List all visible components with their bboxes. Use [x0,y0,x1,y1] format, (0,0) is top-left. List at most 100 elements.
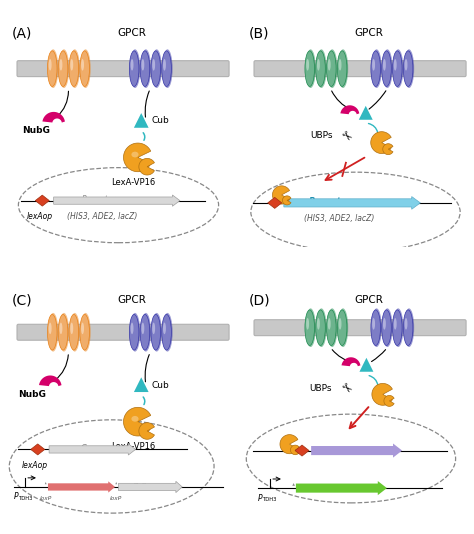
Polygon shape [384,396,394,406]
Polygon shape [340,105,359,114]
Polygon shape [273,186,290,204]
Ellipse shape [392,310,402,345]
Polygon shape [134,378,149,392]
Ellipse shape [162,49,173,88]
Ellipse shape [338,49,348,88]
Text: (HIS3, ADE2, lacZ): (HIS3, ADE2, lacZ) [304,214,375,223]
Polygon shape [45,482,46,484]
Polygon shape [291,445,300,454]
Ellipse shape [81,49,91,88]
Polygon shape [359,358,374,372]
Ellipse shape [69,315,79,350]
Ellipse shape [372,318,375,329]
Text: NubG: NubG [22,126,50,135]
FancyArrow shape [118,481,182,492]
Ellipse shape [152,49,162,88]
Ellipse shape [338,59,341,70]
Polygon shape [341,357,360,366]
Ellipse shape [305,308,316,347]
Text: Cub: Cub [152,381,169,390]
Ellipse shape [372,308,382,347]
FancyArrow shape [54,195,180,206]
Polygon shape [134,113,149,128]
Text: E2Crimson: E2Crimson [57,483,100,489]
Text: $P$: $P$ [13,490,19,501]
Text: lexAop: lexAop [21,461,47,470]
Polygon shape [42,112,65,122]
Ellipse shape [382,49,392,88]
FancyArrow shape [49,444,136,455]
Text: UBPs: UBPs [310,131,332,140]
Text: (A): (A) [11,27,32,41]
Ellipse shape [81,323,84,334]
FancyArrow shape [311,444,402,458]
Ellipse shape [327,310,336,345]
Text: UBPs: UBPs [309,384,331,392]
Ellipse shape [338,318,341,329]
Ellipse shape [372,59,375,70]
Ellipse shape [152,323,155,334]
Ellipse shape [306,318,309,329]
Ellipse shape [129,51,139,87]
Ellipse shape [306,59,309,70]
Ellipse shape [404,308,414,347]
Ellipse shape [163,323,166,334]
Ellipse shape [70,59,73,70]
Ellipse shape [382,51,392,87]
Ellipse shape [80,315,90,350]
Ellipse shape [382,308,392,347]
Ellipse shape [131,152,138,158]
Ellipse shape [383,318,386,329]
Text: GPCR: GPCR [118,28,146,38]
Ellipse shape [48,49,58,88]
Polygon shape [280,435,298,454]
Ellipse shape [163,59,166,70]
Text: (HIS3, ADE2, lacZ): (HIS3, ADE2, lacZ) [67,212,138,221]
Ellipse shape [316,310,325,345]
Ellipse shape [162,313,173,351]
Ellipse shape [59,323,63,334]
Ellipse shape [316,51,325,87]
Text: lexAop: lexAop [27,212,53,221]
Ellipse shape [69,51,79,87]
Ellipse shape [141,49,151,88]
Ellipse shape [152,59,155,70]
Ellipse shape [130,313,140,351]
Polygon shape [139,423,155,439]
Ellipse shape [80,51,90,87]
Text: LexA-VP16: LexA-VP16 [111,178,155,187]
Text: (B): (B) [248,27,269,41]
Polygon shape [359,106,373,120]
FancyArrow shape [284,197,420,209]
Text: (C): (C) [11,294,32,308]
Ellipse shape [404,318,408,329]
FancyArrow shape [48,481,115,492]
Ellipse shape [305,49,316,88]
Ellipse shape [392,51,402,87]
Ellipse shape [383,59,386,70]
Ellipse shape [393,49,403,88]
Ellipse shape [404,49,414,88]
Ellipse shape [81,59,84,70]
Text: TDH3: TDH3 [264,497,278,502]
Ellipse shape [70,49,80,88]
Ellipse shape [58,51,68,87]
Text: Reporter genes: Reporter genes [309,197,382,206]
Ellipse shape [327,308,337,347]
Ellipse shape [151,51,161,87]
Polygon shape [268,198,282,208]
Polygon shape [39,375,62,386]
Text: TDH3: TDH3 [19,496,34,500]
Ellipse shape [305,51,315,87]
Ellipse shape [327,49,337,88]
Ellipse shape [393,308,403,347]
Polygon shape [139,159,155,175]
Ellipse shape [394,318,397,329]
Ellipse shape [316,308,327,347]
Ellipse shape [49,59,52,70]
Ellipse shape [59,313,69,351]
Ellipse shape [141,313,151,351]
Text: LexA-VP16: LexA-VP16 [111,442,155,451]
FancyArrow shape [296,481,387,495]
Ellipse shape [338,308,348,347]
